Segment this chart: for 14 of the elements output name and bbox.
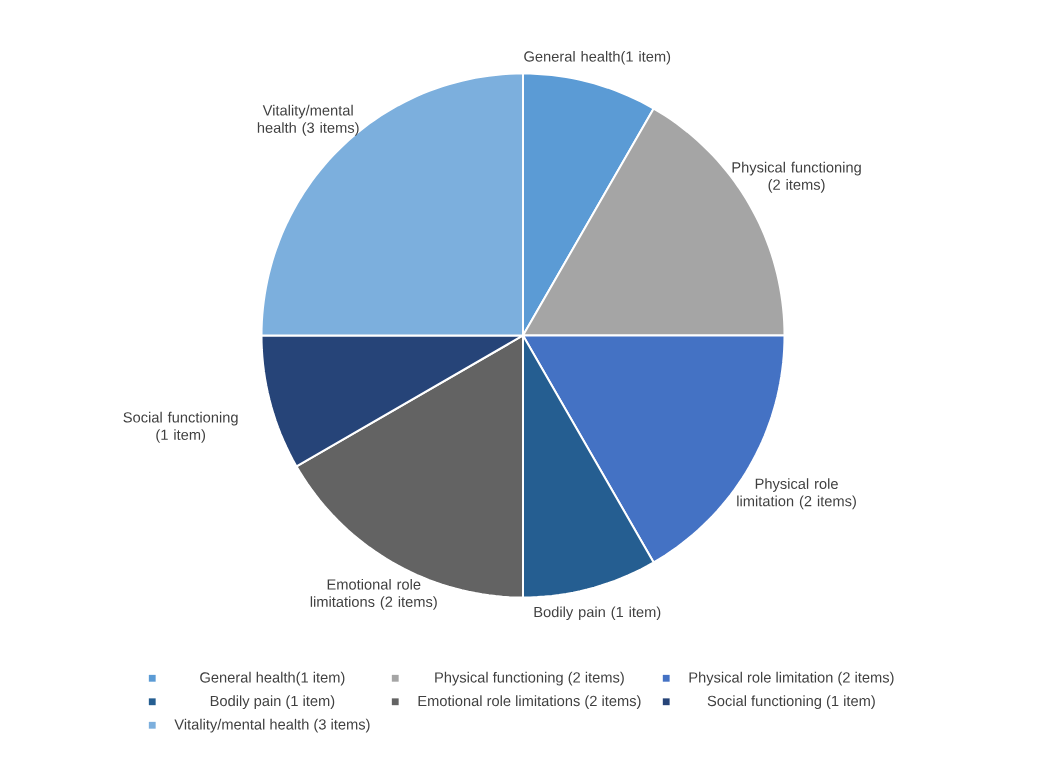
- slice-label: Vitality/mental health (3 items): [257, 104, 359, 136]
- category-label: Bodily pain (1 item): [210, 695, 335, 710]
- slice-label: General health(1 item): [524, 50, 671, 65]
- legend-label: Emotional role limitations (2 items): [418, 695, 641, 710]
- legend-label: Vitality/mental health (3 items): [174, 718, 370, 733]
- legend-label: Physical role limitation (2 items): [689, 671, 894, 686]
- slice-label: Social functioning (1 item): [123, 411, 238, 443]
- category-label: General health(1 item): [200, 671, 345, 686]
- category-label: Physical functioning (2 items): [435, 671, 624, 686]
- slice-label: Physical functioning (2 items): [732, 161, 861, 193]
- category-label: Social functioning (1 item): [707, 695, 875, 710]
- slice-label: Emotional role limitations (2 items): [310, 578, 437, 610]
- slice-label: Physical role limitation (2 items): [737, 478, 856, 510]
- slice-label: Bodily pain (1 item): [534, 606, 661, 621]
